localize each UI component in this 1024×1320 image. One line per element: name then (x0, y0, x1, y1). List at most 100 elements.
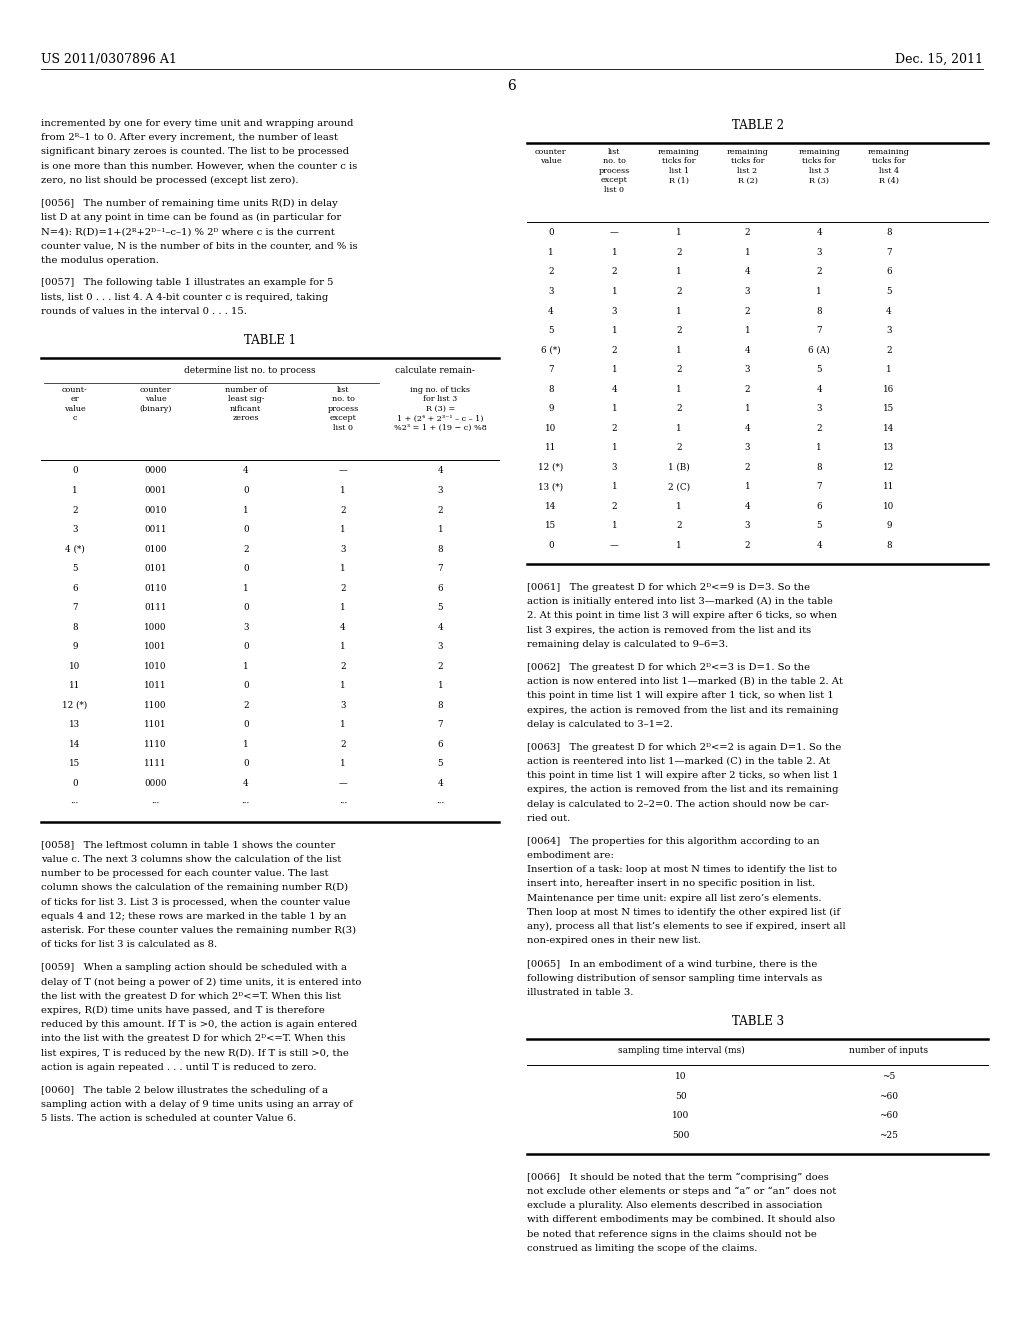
Text: 8: 8 (816, 306, 822, 315)
Text: 1: 1 (611, 366, 617, 374)
Text: 1: 1 (243, 741, 249, 748)
Text: 4: 4 (816, 541, 822, 550)
Text: ···: ··· (71, 799, 79, 808)
Text: [0056]   The number of remaining time units R(D) in delay: [0056] The number of remaining time unit… (41, 198, 338, 207)
Text: 3: 3 (437, 643, 443, 651)
Text: 0110: 0110 (144, 583, 167, 593)
Text: 8: 8 (72, 623, 78, 632)
Text: 1: 1 (611, 248, 617, 257)
Text: 1000: 1000 (144, 623, 167, 632)
Text: 1: 1 (340, 721, 346, 730)
Text: expires, R(D) time units have passed, and T is therefore: expires, R(D) time units have passed, an… (41, 1006, 325, 1015)
Text: the modulus operation.: the modulus operation. (41, 256, 159, 264)
Text: 14: 14 (69, 741, 81, 748)
Text: 3: 3 (816, 248, 822, 257)
Text: 1: 1 (243, 661, 249, 671)
Text: [0059]   When a sampling action should be scheduled with a: [0059] When a sampling action should be … (41, 964, 347, 972)
Text: 13: 13 (70, 721, 80, 730)
Text: Then loop at most N times to identify the other expired list (if: Then loop at most N times to identify th… (527, 908, 841, 917)
Text: 11: 11 (546, 444, 556, 453)
Text: action is reentered into list 1—marked (C) in the table 2. At: action is reentered into list 1—marked (… (527, 756, 830, 766)
Text: 3: 3 (744, 366, 751, 374)
Text: 2 (C): 2 (C) (668, 482, 690, 491)
Text: 0111: 0111 (144, 603, 167, 612)
Text: 8: 8 (816, 463, 822, 471)
Text: list
no. to
process
except
list 0: list no. to process except list 0 (599, 148, 630, 194)
Text: [0063]   The greatest D for which 2ᴰ<=2 is again D=1. So the: [0063] The greatest D for which 2ᴰ<=2 is… (527, 743, 842, 751)
Text: 6: 6 (508, 79, 516, 94)
Text: 4: 4 (816, 384, 822, 393)
Text: reduced by this amount. If T is >0, the action is again entered: reduced by this amount. If T is >0, the … (41, 1020, 357, 1030)
Text: 1011: 1011 (144, 681, 167, 690)
Text: 2: 2 (340, 741, 346, 748)
Text: 4: 4 (548, 306, 554, 315)
Text: 2: 2 (744, 463, 751, 471)
Text: equals 4 and 12; these rows are marked in the table 1 by an: equals 4 and 12; these rows are marked i… (41, 912, 346, 921)
Text: 1: 1 (611, 482, 617, 491)
Text: 1: 1 (744, 482, 751, 491)
Text: Dec. 15, 2011: Dec. 15, 2011 (895, 53, 983, 66)
Text: 10: 10 (546, 424, 556, 433)
Text: 2: 2 (744, 541, 751, 550)
Text: 11: 11 (884, 482, 894, 491)
Text: [0062]   The greatest D for which 2ᴰ<=3 is D=1. So the: [0062] The greatest D for which 2ᴰ<=3 is… (527, 663, 810, 672)
Text: 1: 1 (611, 404, 617, 413)
Text: 2: 2 (886, 346, 892, 355)
Text: number of
least sig-
nificant
zeroes: number of least sig- nificant zeroes (224, 385, 267, 422)
Text: 0000: 0000 (144, 779, 167, 788)
Text: expires, the action is removed from the list and its remaining: expires, the action is removed from the … (527, 785, 839, 795)
Text: 7: 7 (437, 564, 443, 573)
Text: —: — (339, 466, 347, 475)
Text: expires, the action is removed from the list and its remaining: expires, the action is removed from the … (527, 705, 839, 714)
Text: 4 (*): 4 (*) (65, 545, 85, 553)
Text: ~60: ~60 (880, 1111, 898, 1121)
Text: embodiment are:: embodiment are: (527, 851, 614, 859)
Text: 0010: 0010 (144, 506, 167, 515)
Text: counter
value: counter value (536, 148, 566, 165)
Text: 10: 10 (675, 1072, 687, 1081)
Text: Maintenance per time unit: expire all list zero’s elements.: Maintenance per time unit: expire all li… (527, 894, 822, 903)
Text: rounds of values in the interval 0 . . . 15.: rounds of values in the interval 0 . . .… (41, 308, 247, 315)
Text: 1: 1 (886, 366, 892, 374)
Text: 1: 1 (340, 759, 346, 768)
Text: 5: 5 (437, 603, 443, 612)
Text: 0000: 0000 (144, 466, 167, 475)
Text: 12 (*): 12 (*) (539, 463, 563, 471)
Text: 4: 4 (886, 306, 892, 315)
Text: 7: 7 (816, 482, 822, 491)
Text: 50: 50 (675, 1092, 687, 1101)
Text: 2: 2 (744, 306, 751, 315)
Text: remaining
ticks for
list 3
R (3): remaining ticks for list 3 R (3) (799, 148, 840, 185)
Text: 0: 0 (243, 759, 249, 768)
Text: 2: 2 (676, 404, 682, 413)
Text: 9: 9 (72, 643, 78, 651)
Text: 4: 4 (744, 268, 751, 276)
Text: 0: 0 (243, 681, 249, 690)
Text: 1: 1 (816, 286, 822, 296)
Text: 3: 3 (340, 545, 346, 553)
Text: calculate remain-: calculate remain- (395, 366, 475, 375)
Text: 0: 0 (243, 564, 249, 573)
Text: action is again repeated . . . until T is reduced to zero.: action is again repeated . . . until T i… (41, 1063, 316, 1072)
Text: 4: 4 (744, 424, 751, 433)
Text: 1: 1 (340, 603, 346, 612)
Text: 1: 1 (611, 521, 617, 531)
Text: ···: ··· (242, 799, 250, 808)
Text: 2: 2 (611, 346, 617, 355)
Text: 0101: 0101 (144, 564, 167, 573)
Text: 8: 8 (437, 545, 443, 553)
Text: 11: 11 (70, 681, 80, 690)
Text: N=4): R(D)=1+(2ᴿ+2ᴰ⁻¹–c–1) % 2ᴰ where c is the current: N=4): R(D)=1+(2ᴿ+2ᴰ⁻¹–c–1) % 2ᴰ where c … (41, 227, 335, 236)
Text: 1001: 1001 (144, 643, 167, 651)
Text: 10: 10 (884, 502, 894, 511)
Text: determine list no. to process: determine list no. to process (183, 366, 315, 375)
Text: 4: 4 (744, 346, 751, 355)
Text: 4: 4 (243, 466, 249, 475)
Text: 2: 2 (243, 545, 249, 553)
Text: ···: ··· (152, 799, 160, 808)
Text: 6: 6 (886, 268, 892, 276)
Text: number to be processed for each counter value. The last: number to be processed for each counter … (41, 869, 329, 878)
Text: 9: 9 (548, 404, 554, 413)
Text: 1: 1 (676, 346, 682, 355)
Text: illustrated in table 3.: illustrated in table 3. (527, 987, 634, 997)
